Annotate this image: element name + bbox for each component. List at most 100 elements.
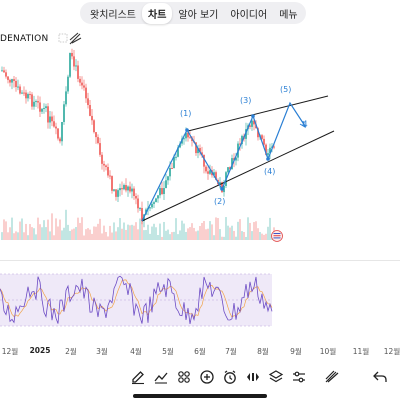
tab-watchlist[interactable]: 왓치리스트 xyxy=(90,9,136,21)
volume-bar xyxy=(75,227,77,240)
volume-bar xyxy=(167,229,169,240)
candle-body xyxy=(1,70,3,72)
volume-bar xyxy=(127,224,129,240)
candle-body xyxy=(235,157,237,161)
volume-bar xyxy=(161,236,163,240)
tab-explore[interactable]: 알아 보기 xyxy=(178,9,219,21)
volume-bar xyxy=(31,227,33,240)
candle-body xyxy=(215,172,217,181)
candle-body xyxy=(39,102,41,112)
bottom-toolbar xyxy=(0,364,400,390)
candle-body xyxy=(43,108,45,110)
top-tab-bar: 왓치리스트 차트 알아 보기 아이디어 메뉴 xyxy=(80,2,306,24)
candle-body xyxy=(155,198,157,203)
candle-body xyxy=(261,135,263,139)
candle-body xyxy=(77,65,79,79)
symbol-title[interactable]: DENATION xyxy=(0,34,49,44)
replay-icon[interactable] xyxy=(243,367,263,387)
undo-icon[interactable] xyxy=(370,367,390,387)
volume-bar xyxy=(269,217,271,240)
add-icon[interactable] xyxy=(197,367,217,387)
layers-icon[interactable] xyxy=(266,367,286,387)
settings-sliders-icon[interactable] xyxy=(289,367,309,387)
templates-icon[interactable] xyxy=(174,367,194,387)
candle-body xyxy=(199,148,201,153)
volume-bar xyxy=(87,228,89,240)
volume-bar xyxy=(145,229,147,240)
time-label: 12월 xyxy=(383,347,400,356)
candle-body xyxy=(173,156,175,169)
candle-body xyxy=(67,76,69,92)
volume-bar xyxy=(267,226,269,240)
alert-clock-icon[interactable] xyxy=(220,367,240,387)
volume-bar xyxy=(163,221,165,240)
candle-body xyxy=(95,132,97,138)
volume-bar xyxy=(263,234,265,240)
volume-bar xyxy=(79,222,81,240)
time-label: 7월 xyxy=(225,347,237,356)
flag-icon[interactable] xyxy=(271,230,283,242)
home-indicator[interactable] xyxy=(133,394,267,398)
candle-body xyxy=(89,105,91,116)
volume-bar xyxy=(125,229,127,240)
volume-bar xyxy=(67,224,69,240)
candle-body xyxy=(273,146,275,148)
candle-body xyxy=(253,120,255,125)
candle-body xyxy=(141,208,143,222)
volume-bar xyxy=(239,219,241,240)
candle-body xyxy=(185,132,187,139)
volume-bar xyxy=(83,235,85,240)
volume-bar xyxy=(65,209,67,240)
candle-body xyxy=(55,126,57,129)
candle-body xyxy=(137,198,139,209)
volume-bar xyxy=(25,223,27,240)
volume-bar xyxy=(179,230,181,240)
volume-bar xyxy=(187,228,189,240)
volume-bar xyxy=(255,221,257,240)
volume-bar xyxy=(261,233,263,240)
tab-ideas[interactable]: 아이디어 xyxy=(230,9,268,21)
fast-draw-icon[interactable] xyxy=(322,367,342,387)
volume-bar xyxy=(1,232,3,240)
pane-separator[interactable] xyxy=(0,260,400,261)
candle-body xyxy=(161,188,163,195)
drawing-tools-icon[interactable] xyxy=(69,32,82,45)
tab-menu[interactable]: 메뉴 xyxy=(279,9,298,21)
candle-body xyxy=(23,92,25,94)
candle-body xyxy=(163,188,165,195)
candle-body xyxy=(9,79,11,83)
volume-bar xyxy=(173,231,175,240)
time-label: 8월 xyxy=(257,347,269,356)
candle-body xyxy=(17,86,19,88)
candle-body xyxy=(213,172,215,176)
indicators-icon[interactable] xyxy=(151,367,171,387)
candle-body xyxy=(79,78,81,83)
time-label: 4월 xyxy=(130,347,142,356)
candle-body xyxy=(223,185,225,193)
wave-point xyxy=(251,114,255,118)
wave-point xyxy=(185,128,189,132)
draw-pencil-icon[interactable] xyxy=(128,367,148,387)
volume-bar xyxy=(33,228,35,240)
price-chart[interactable]: (1) (2) (3) (4) (5) 4 xyxy=(0,48,400,246)
candle-body xyxy=(267,153,269,155)
candle-body xyxy=(119,188,121,191)
volume-bar xyxy=(63,227,65,240)
candle-body xyxy=(121,188,123,190)
wave-label-5: (5) xyxy=(280,85,291,94)
volume-bar xyxy=(17,232,19,240)
volume-bar xyxy=(73,228,75,240)
time-label: 11월 xyxy=(352,347,370,356)
wave-label-4: (4) xyxy=(264,167,275,176)
tab-chart[interactable]: 차트 xyxy=(142,2,173,24)
volume-bar xyxy=(151,226,153,240)
candle-body xyxy=(263,138,265,145)
volume-bar xyxy=(241,231,243,240)
volume-bar xyxy=(5,221,7,240)
candle-body xyxy=(105,165,107,168)
time-label: 5월 xyxy=(162,347,174,356)
indicator-toggle-icon[interactable] xyxy=(58,33,68,43)
rsi-indicator-pane[interactable] xyxy=(0,268,400,334)
candle-body xyxy=(139,208,141,210)
candle-body xyxy=(97,137,99,144)
